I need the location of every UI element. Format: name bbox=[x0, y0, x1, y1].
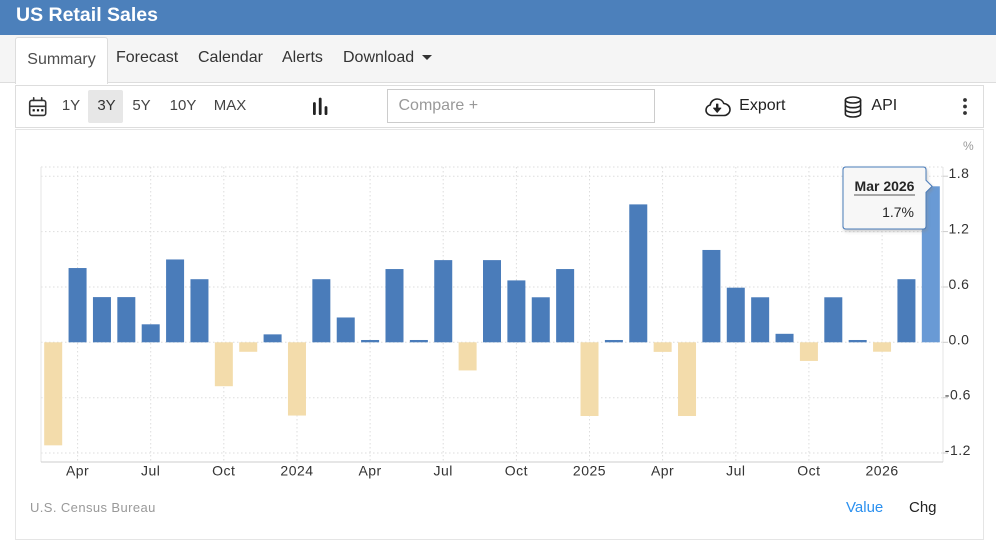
svg-text:%: % bbox=[963, 139, 974, 153]
svg-text:Jul: Jul bbox=[726, 463, 745, 479]
svg-text:Apr: Apr bbox=[651, 463, 674, 479]
svg-text:Jul: Jul bbox=[141, 463, 160, 479]
svg-text:Oct: Oct bbox=[212, 463, 235, 479]
svg-text:1.8: 1.8 bbox=[949, 165, 970, 181]
svg-text:Oct: Oct bbox=[505, 463, 528, 479]
svg-text:Apr: Apr bbox=[358, 463, 381, 479]
svg-text:Mar 2026: Mar 2026 bbox=[855, 178, 915, 194]
svg-text:1.7%: 1.7% bbox=[882, 204, 914, 220]
svg-text:0.0: 0.0 bbox=[949, 331, 970, 347]
svg-text:0.6: 0.6 bbox=[949, 276, 970, 292]
svg-text:Apr: Apr bbox=[66, 463, 89, 479]
svg-text:Oct: Oct bbox=[797, 463, 820, 479]
svg-text:2026: 2026 bbox=[866, 463, 899, 479]
svg-text:-0.6: -0.6 bbox=[945, 387, 971, 403]
svg-text:1.2: 1.2 bbox=[949, 221, 970, 237]
svg-text:-1.2: -1.2 bbox=[945, 442, 971, 458]
svg-text:Jul: Jul bbox=[433, 463, 452, 479]
svg-text:2025: 2025 bbox=[573, 463, 606, 479]
svg-text:2024: 2024 bbox=[280, 463, 313, 479]
